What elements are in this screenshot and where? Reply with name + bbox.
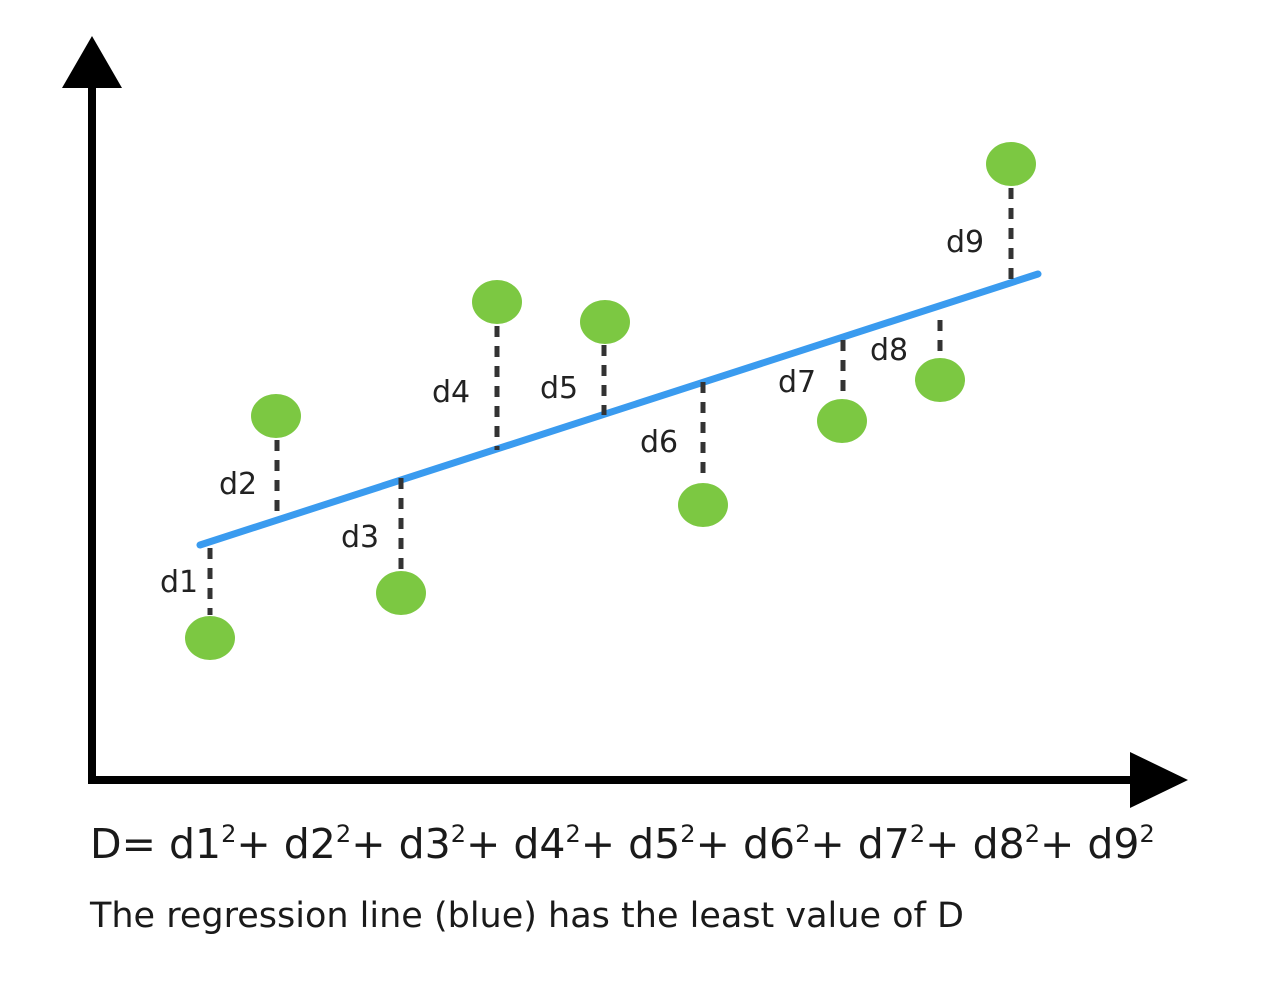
- caption: The regression line (blue) has the least…: [90, 896, 964, 936]
- formula-term-3: d32: [398, 820, 466, 868]
- label-d7: d7: [778, 365, 816, 400]
- data-point-1: [185, 616, 235, 660]
- label-d9: d9: [946, 225, 984, 260]
- formula-plus-sign: +: [1039, 820, 1088, 868]
- formula-plus-sign: +: [465, 820, 514, 868]
- formula-lhs: D=: [90, 820, 156, 868]
- data-point-5: [580, 300, 630, 344]
- formula-plus-sign: +: [236, 820, 284, 868]
- formula-term-5: d52: [628, 820, 696, 868]
- data-point-8: [915, 358, 965, 402]
- formula-term-8: d82: [972, 820, 1040, 868]
- residuals-group: [207, 188, 1014, 615]
- formula-exponent-9: 2: [1139, 820, 1155, 848]
- data-point-7: [817, 399, 867, 443]
- formula-exponent-8: 2: [1024, 820, 1040, 848]
- data-points: [185, 142, 1036, 660]
- formula-term-2: d22: [283, 820, 352, 868]
- data-point-4: [472, 280, 522, 324]
- formula-exponent-3: 2: [450, 820, 466, 848]
- label-d5: d5: [540, 371, 578, 406]
- label-d6: d6: [640, 425, 678, 460]
- plot-canvas: d1 d2 d3 d4 d5 d6 d7 d8 d9: [62, 36, 1188, 808]
- label-d1: d1: [160, 565, 198, 600]
- y-axis-arrowhead: [62, 36, 122, 88]
- formula-exponent-6: 2: [795, 820, 811, 848]
- formula-term-7: d72: [857, 820, 926, 868]
- formula-plus-sign: +: [580, 820, 629, 868]
- sum-of-squares-formula: D= d12+ d22+ d32+ d42+ d52+ d62+ d72+ d8…: [90, 820, 1155, 868]
- formula-plus-sign: +: [925, 820, 973, 868]
- x-axis-arrowhead: [1130, 752, 1188, 808]
- data-point-3: [376, 571, 426, 615]
- formula-exponent-4: 2: [565, 820, 581, 848]
- data-point-2: [251, 394, 301, 438]
- label-d4: d4: [432, 375, 470, 410]
- formula-plus-sign: +: [810, 820, 858, 868]
- formula-plus-sign: +: [351, 820, 399, 868]
- regression-line: [196, 270, 1042, 549]
- formula-exponent-7: 2: [909, 820, 926, 848]
- formula-term-9: d92: [1087, 820, 1155, 868]
- formula-term-4: d42: [513, 820, 581, 868]
- formula-exponent-2: 2: [335, 820, 352, 848]
- formula-plus-sign: +: [695, 820, 743, 868]
- label-d2: d2: [219, 467, 257, 502]
- label-d8: d8: [870, 333, 908, 368]
- data-point-9: [986, 142, 1036, 186]
- label-d3: d3: [341, 520, 379, 555]
- formula-exponent-1: 2: [221, 820, 237, 848]
- formula-term-1: d12: [168, 820, 237, 868]
- formula-terms: d12+ d22+ d32+ d42+ d52+ d62+ d72+ d82+ …: [169, 820, 1155, 868]
- formula-term-6: d62: [742, 820, 811, 868]
- data-point-6: [678, 483, 728, 527]
- formula-exponent-5: 2: [680, 820, 696, 848]
